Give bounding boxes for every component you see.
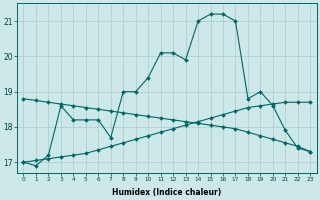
X-axis label: Humidex (Indice chaleur): Humidex (Indice chaleur) bbox=[112, 188, 221, 197]
